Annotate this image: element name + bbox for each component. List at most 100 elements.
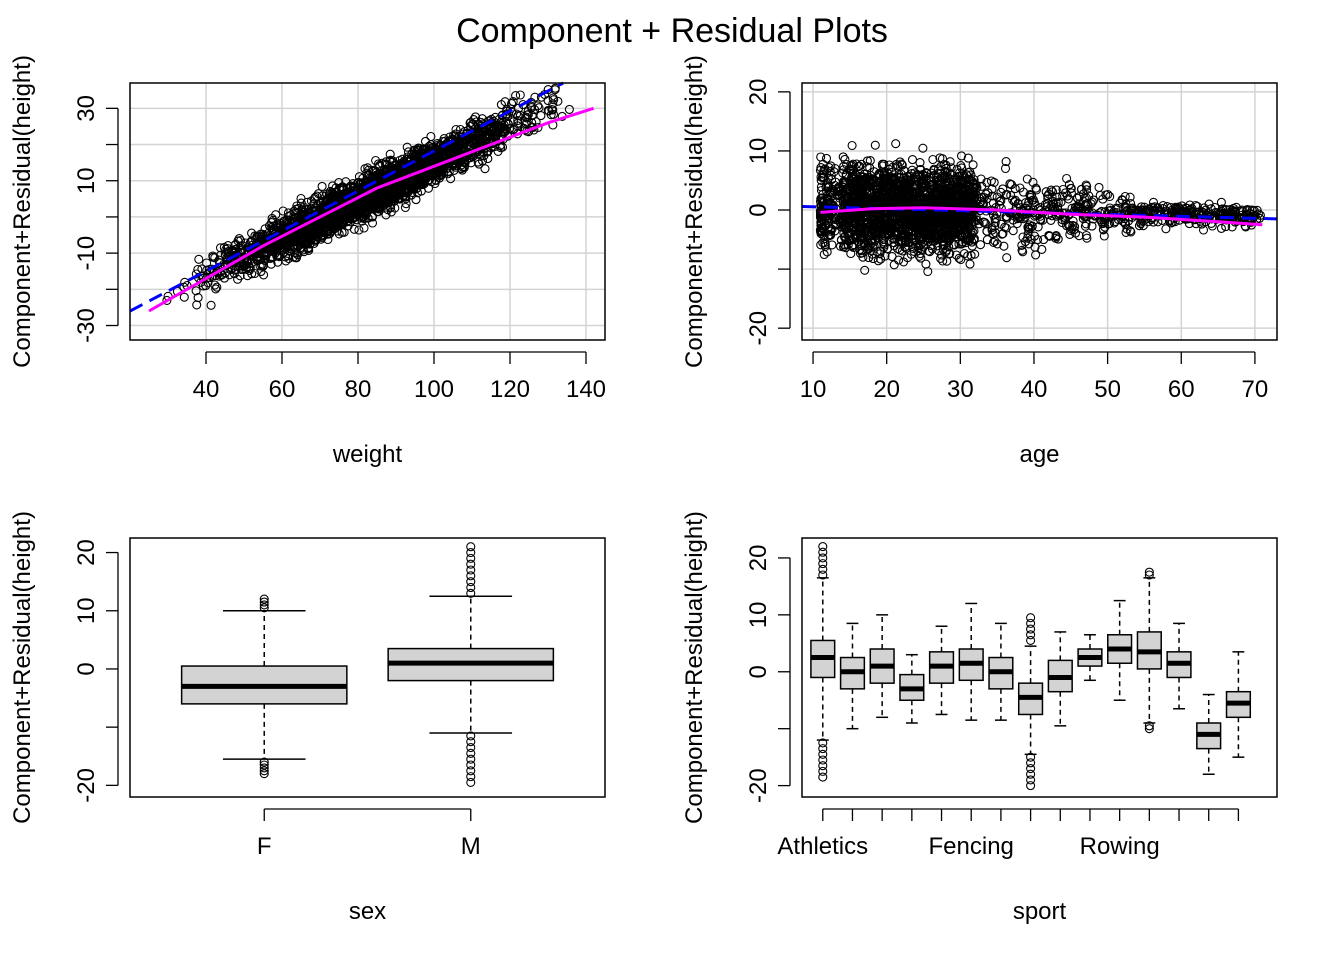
data-point <box>258 261 268 271</box>
panel-age: 10 20 30 40 50 60 70-2001020Component+Residual… <box>681 55 1278 468</box>
data-point <box>513 115 523 126</box>
data-point <box>465 136 475 146</box>
data-point <box>478 127 488 138</box>
data-point <box>206 300 216 310</box>
data-point <box>553 96 563 106</box>
y-axis-label: Component+Residual(height) <box>9 55 36 368</box>
data-point <box>459 161 469 171</box>
data-point <box>889 260 899 270</box>
data-point <box>860 265 870 275</box>
data-point <box>1030 242 1040 252</box>
data-point <box>527 111 537 121</box>
data-point <box>536 111 546 121</box>
x-tick-label: 100 <box>414 376 454 403</box>
data-point <box>279 247 289 257</box>
data-point <box>317 181 327 191</box>
data-point <box>381 210 391 220</box>
data-point <box>548 99 558 109</box>
data-point <box>436 169 446 179</box>
data-point <box>1008 226 1018 236</box>
data-point <box>462 128 472 138</box>
data-point <box>511 109 522 119</box>
data-point <box>411 195 421 205</box>
data-point <box>549 95 559 105</box>
x-tick-label: 140 <box>566 376 606 403</box>
data-point <box>221 248 232 258</box>
data-point <box>1094 182 1104 192</box>
data-point <box>907 155 918 165</box>
data-point <box>420 144 431 154</box>
data-point <box>870 140 880 150</box>
data-point <box>522 113 532 123</box>
data-point <box>564 104 574 114</box>
data-point <box>334 229 344 239</box>
data-point <box>260 224 270 234</box>
x-tick-label: 120 <box>490 376 530 403</box>
data-point <box>400 202 410 213</box>
data-point <box>390 203 400 213</box>
data-point <box>192 300 202 310</box>
data-point <box>227 246 237 256</box>
data-point <box>281 256 291 266</box>
panel-weight: 40 60 80 100 120 140 -30 -10 10 30 Component+Resid… <box>9 55 606 468</box>
data-point <box>411 149 421 160</box>
data-point <box>256 254 266 264</box>
data-point <box>292 201 302 211</box>
data-point <box>465 118 475 128</box>
data-point <box>230 265 240 275</box>
y-tick-label: -10 <box>73 236 100 271</box>
data-point <box>354 225 364 235</box>
data-point <box>179 292 189 302</box>
x-tick-label: 60 <box>269 376 296 403</box>
x-axis-label: weight <box>332 441 403 468</box>
data-point <box>508 97 518 107</box>
data-point <box>236 236 246 246</box>
data-point <box>256 267 266 277</box>
data-point <box>816 152 826 162</box>
data-point <box>891 139 901 149</box>
data-point <box>522 117 532 127</box>
data-point <box>401 188 411 198</box>
data-point <box>303 243 313 253</box>
data-point <box>180 277 190 287</box>
data-point <box>359 223 369 233</box>
data-point <box>208 252 218 262</box>
data-point <box>223 246 234 256</box>
data-point <box>503 119 514 130</box>
data-point <box>483 154 493 164</box>
data-point <box>191 286 201 296</box>
data-point <box>268 252 278 263</box>
data-point <box>508 125 518 135</box>
data-point <box>202 258 212 268</box>
data-point <box>453 142 463 152</box>
data-point <box>968 160 978 170</box>
figure-title: Component + Residual Plots <box>456 12 888 50</box>
data-point <box>278 206 288 216</box>
y-tick-label: -30 <box>73 308 100 343</box>
data-point <box>349 224 359 234</box>
data-point <box>247 228 257 238</box>
x-tick-label: 40 <box>193 376 220 403</box>
data-point <box>194 254 204 264</box>
data-point <box>210 280 220 290</box>
data-point <box>530 92 540 102</box>
data-point <box>916 253 926 263</box>
data-point <box>442 163 453 173</box>
data-point <box>965 259 975 269</box>
data-point <box>369 171 379 181</box>
data-point <box>1002 253 1012 263</box>
point-cloud <box>162 83 574 310</box>
data-point <box>353 199 363 209</box>
data-point <box>497 119 507 129</box>
y-tick-label: 10 <box>73 167 100 194</box>
data-point <box>496 100 506 110</box>
data-point <box>511 91 521 101</box>
data-point <box>483 147 493 157</box>
data-point <box>513 111 523 121</box>
y-tick-label: 30 <box>73 95 100 122</box>
x-tick-label: 80 <box>345 376 372 403</box>
data-point <box>507 99 517 109</box>
data-point <box>212 282 222 292</box>
data-point <box>211 284 221 294</box>
